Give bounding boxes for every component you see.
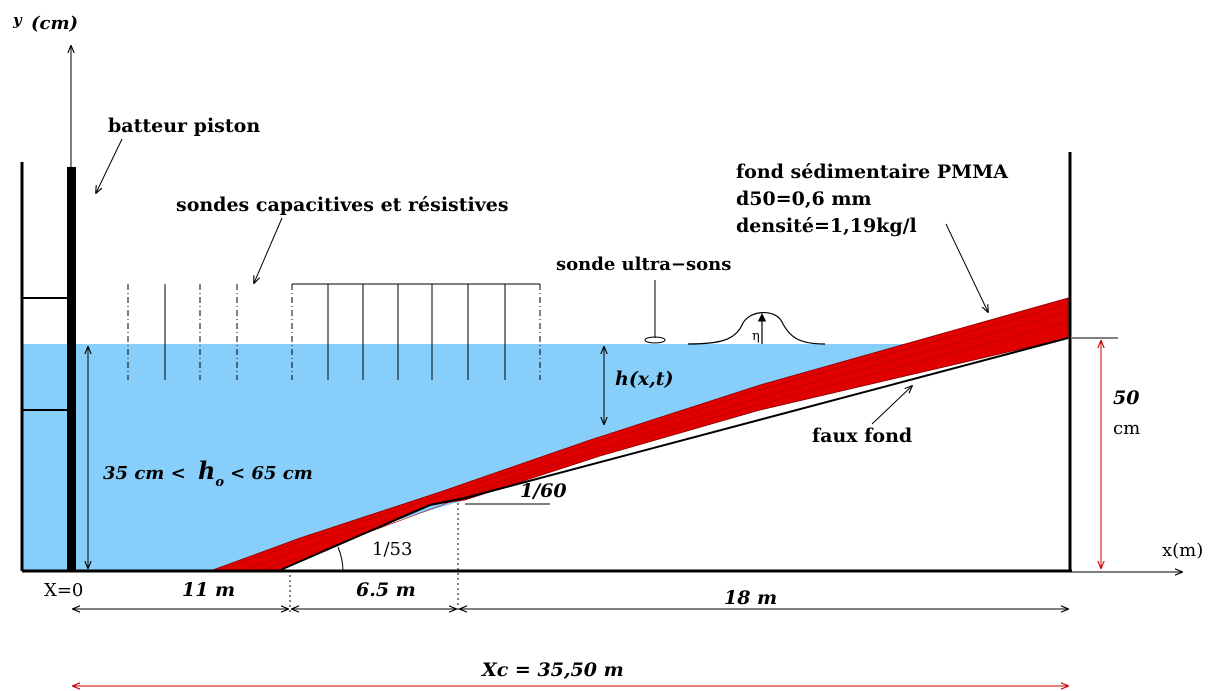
probes-leader (254, 217, 283, 283)
sediment-texture (229, 303, 1069, 571)
x-axis-label: x(m) (1162, 540, 1203, 561)
probe-group-right (291, 283, 541, 380)
height-unit: cm (1113, 418, 1140, 439)
false-bottom-line (277, 337, 1069, 572)
h-xt-label: h(x,t) (615, 368, 674, 390)
distance-2-label: 6.5 m (356, 579, 416, 601)
sediment-density: densité=1,19kg/l (736, 215, 917, 237)
distance-3-label: 18 m (724, 587, 777, 609)
piston-paddle (67, 167, 76, 571)
total-length-label: Xc = 35,50 m (481, 659, 624, 681)
y-axis-unit: (cm) (31, 13, 78, 34)
water-body (22, 344, 912, 571)
probe-group-left (127, 284, 238, 380)
slope-53-label: 1/53 (372, 539, 412, 560)
ultrasound-label: sonde ultra−sons (556, 254, 731, 275)
h0-label: 35 cm < ho < 65 cm (103, 456, 313, 490)
ultrasound-sensor (644, 336, 666, 344)
wavemaker-leader (96, 138, 123, 193)
height-value: 50 (1113, 387, 1139, 409)
y-axis-label: y (12, 11, 23, 29)
false-bottom-label: faux fond (812, 425, 912, 447)
false-bottom-leader (871, 386, 912, 425)
distance-1-label: 11 m (182, 579, 235, 601)
probes-label: sondes capacitives et résistives (176, 194, 509, 216)
slope-53-angle (337, 546, 344, 572)
wavemaker-label: batteur piston (108, 115, 260, 137)
sediment-title: fond sédimentaire PMMA (736, 161, 1008, 183)
eta-label: η (752, 329, 760, 344)
origin-label: X=0 (44, 580, 83, 601)
slope-60-label: 1/60 (520, 480, 567, 502)
sediment-leader (945, 223, 988, 312)
sediment-d50: d50=0,6 mm (736, 188, 872, 210)
